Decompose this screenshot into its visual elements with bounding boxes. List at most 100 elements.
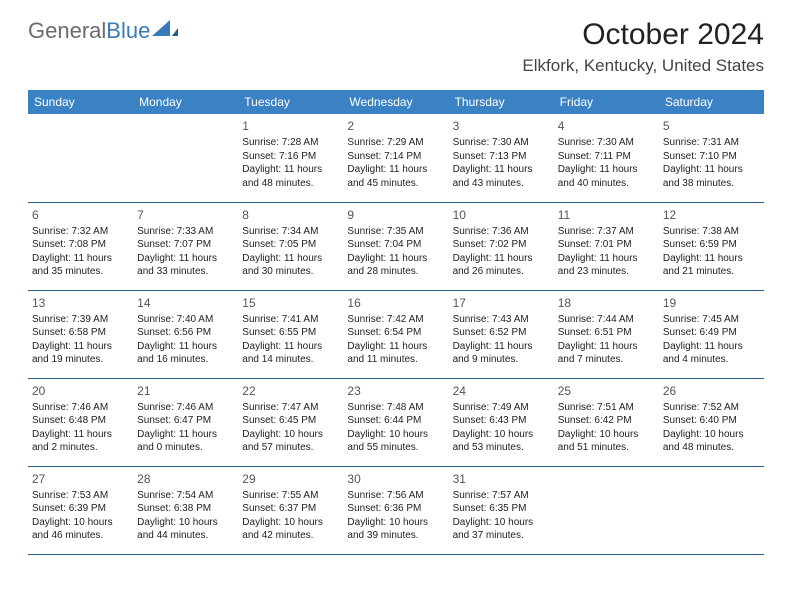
day-cell: 30Sunrise: 7:56 AMSunset: 6:36 PMDayligh… [343,466,448,554]
daylight-text: and 2 minutes. [32,441,129,455]
daylight-text: and 39 minutes. [347,529,444,543]
sunset-text: Sunset: 6:39 PM [32,502,129,516]
daylight-text: and 9 minutes. [453,353,550,367]
sunset-text: Sunset: 6:59 PM [663,238,760,252]
sunrise-text: Sunrise: 7:47 AM [242,401,339,415]
daylight-text: and 45 minutes. [347,177,444,191]
day-cell: 2Sunrise: 7:29 AMSunset: 7:14 PMDaylight… [343,114,448,202]
sunrise-text: Sunrise: 7:29 AM [347,136,444,150]
day-cell [659,466,764,554]
sunset-text: Sunset: 6:47 PM [137,414,234,428]
day-number: 26 [663,383,760,399]
daylight-text: and 44 minutes. [137,529,234,543]
sunrise-text: Sunrise: 7:45 AM [663,313,760,327]
day-number: 30 [347,471,444,487]
sunset-text: Sunset: 6:43 PM [453,414,550,428]
day-number: 19 [663,295,760,311]
day-cell: 8Sunrise: 7:34 AMSunset: 7:05 PMDaylight… [238,202,343,290]
month-title: October 2024 [522,18,764,52]
daylight-text: and 28 minutes. [347,265,444,279]
daylight-text: Daylight: 11 hours [242,252,339,266]
dayname-row: Sunday Monday Tuesday Wednesday Thursday… [28,90,764,114]
daylight-text: and 0 minutes. [137,441,234,455]
daylight-text: and 43 minutes. [453,177,550,191]
daylight-text: and 35 minutes. [32,265,129,279]
day-cell: 14Sunrise: 7:40 AMSunset: 6:56 PMDayligh… [133,290,238,378]
sunset-text: Sunset: 6:52 PM [453,326,550,340]
day-cell: 7Sunrise: 7:33 AMSunset: 7:07 PMDaylight… [133,202,238,290]
day-number: 31 [453,471,550,487]
daylight-text: and 42 minutes. [242,529,339,543]
day-cell: 9Sunrise: 7:35 AMSunset: 7:04 PMDaylight… [343,202,448,290]
sunrise-text: Sunrise: 7:33 AM [137,225,234,239]
daylight-text: and 16 minutes. [137,353,234,367]
day-cell: 25Sunrise: 7:51 AMSunset: 6:42 PMDayligh… [554,378,659,466]
day-number: 22 [242,383,339,399]
daylight-text: Daylight: 10 hours [242,428,339,442]
day-cell: 24Sunrise: 7:49 AMSunset: 6:43 PMDayligh… [449,378,554,466]
sunrise-text: Sunrise: 7:39 AM [32,313,129,327]
daylight-text: and 19 minutes. [32,353,129,367]
sunset-text: Sunset: 7:01 PM [558,238,655,252]
daylight-text: Daylight: 10 hours [347,428,444,442]
day-number: 5 [663,118,760,134]
sunrise-text: Sunrise: 7:51 AM [558,401,655,415]
week-row: 1Sunrise: 7:28 AMSunset: 7:16 PMDaylight… [28,114,764,202]
sunrise-text: Sunrise: 7:34 AM [242,225,339,239]
sunset-text: Sunset: 6:45 PM [242,414,339,428]
daylight-text: and 26 minutes. [453,265,550,279]
sunrise-text: Sunrise: 7:35 AM [347,225,444,239]
sunset-text: Sunset: 6:40 PM [663,414,760,428]
daylight-text: Daylight: 10 hours [347,516,444,530]
dayname-monday: Monday [133,90,238,114]
daylight-text: Daylight: 10 hours [453,516,550,530]
sunset-text: Sunset: 7:02 PM [453,238,550,252]
day-cell: 11Sunrise: 7:37 AMSunset: 7:01 PMDayligh… [554,202,659,290]
day-cell: 20Sunrise: 7:46 AMSunset: 6:48 PMDayligh… [28,378,133,466]
daylight-text: and 21 minutes. [663,265,760,279]
sunset-text: Sunset: 6:42 PM [558,414,655,428]
sunset-text: Sunset: 6:36 PM [347,502,444,516]
day-cell: 4Sunrise: 7:30 AMSunset: 7:11 PMDaylight… [554,114,659,202]
sunset-text: Sunset: 6:55 PM [242,326,339,340]
day-number: 16 [347,295,444,311]
day-number: 27 [32,471,129,487]
sunset-text: Sunset: 6:49 PM [663,326,760,340]
daylight-text: and 57 minutes. [242,441,339,455]
day-cell: 3Sunrise: 7:30 AMSunset: 7:13 PMDaylight… [449,114,554,202]
daylight-text: Daylight: 11 hours [32,340,129,354]
daylight-text: Daylight: 10 hours [453,428,550,442]
sunrise-text: Sunrise: 7:43 AM [453,313,550,327]
sunrise-text: Sunrise: 7:38 AM [663,225,760,239]
daylight-text: and 30 minutes. [242,265,339,279]
day-cell: 18Sunrise: 7:44 AMSunset: 6:51 PMDayligh… [554,290,659,378]
day-cell: 19Sunrise: 7:45 AMSunset: 6:49 PMDayligh… [659,290,764,378]
day-number: 3 [453,118,550,134]
sunset-text: Sunset: 7:07 PM [137,238,234,252]
daylight-text: Daylight: 11 hours [558,163,655,177]
daylight-text: Daylight: 11 hours [663,252,760,266]
day-number: 20 [32,383,129,399]
week-row: 20Sunrise: 7:46 AMSunset: 6:48 PMDayligh… [28,378,764,466]
week-row: 6Sunrise: 7:32 AMSunset: 7:08 PMDaylight… [28,202,764,290]
day-number: 11 [558,207,655,223]
daylight-text: and 7 minutes. [558,353,655,367]
day-cell: 26Sunrise: 7:52 AMSunset: 6:40 PMDayligh… [659,378,764,466]
logo-text-general: General [28,18,106,44]
daylight-text: Daylight: 11 hours [242,340,339,354]
daylight-text: and 38 minutes. [663,177,760,191]
dayname-saturday: Saturday [659,90,764,114]
daylight-text: Daylight: 10 hours [242,516,339,530]
daylight-text: and 48 minutes. [663,441,760,455]
dayname-wednesday: Wednesday [343,90,448,114]
day-number: 2 [347,118,444,134]
day-cell: 31Sunrise: 7:57 AMSunset: 6:35 PMDayligh… [449,466,554,554]
day-number: 28 [137,471,234,487]
day-number: 17 [453,295,550,311]
day-number: 6 [32,207,129,223]
daylight-text: Daylight: 10 hours [558,428,655,442]
daylight-text: Daylight: 11 hours [453,340,550,354]
daylight-text: and 4 minutes. [663,353,760,367]
logo-text-blue: Blue [106,18,150,44]
sunrise-text: Sunrise: 7:37 AM [558,225,655,239]
